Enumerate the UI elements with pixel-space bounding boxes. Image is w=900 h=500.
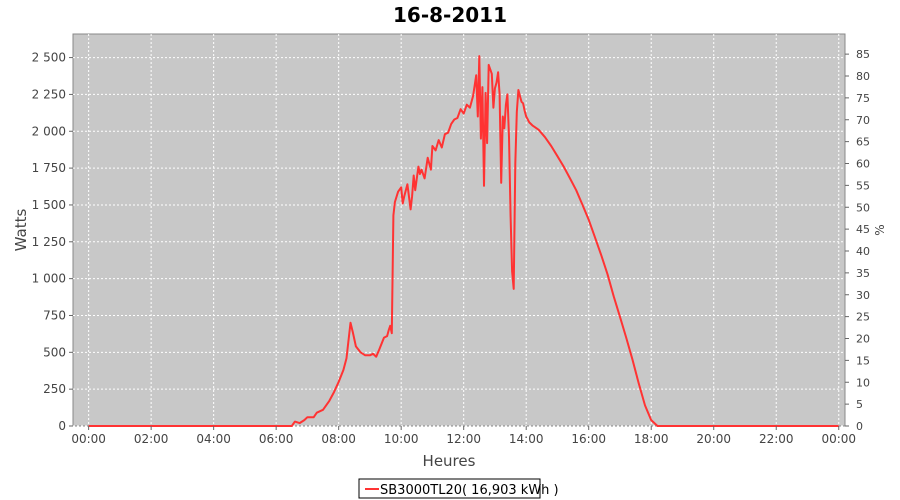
y-tick-label: 500 [43,345,66,359]
y2-tick-label: 35 [856,267,870,280]
x-tick-label: 06:00 [259,432,294,446]
y2-tick-label: 75 [856,92,870,105]
y2-axis-label: % [873,224,887,235]
y2-tick-label: 55 [856,179,870,192]
legend-label: SB3000TL20( 16,903 kWh ) [380,483,559,498]
series-line [88,55,839,427]
x-tick-label: 10:00 [384,432,419,446]
y2-tick-label: 60 [856,158,870,171]
axes: 00:00 02:00 04:00 06:00 08:00 10:00 12:00 14:00… [32,48,870,446]
y-tick-label: 250 [43,382,66,396]
x-tick-label: 18:00 [634,432,669,446]
chart-title: 16-8-2011 [393,3,507,27]
x-tick-label: 16:00 [571,432,606,446]
y2-tick-label: 85 [856,48,870,61]
y2-tick-label: 65 [856,136,870,149]
y-tick-label: 2 500 [32,51,66,65]
y-tick-label: 2 000 [32,124,66,138]
x-tick-label: 14:00 [509,432,544,446]
x-tick-label: 08:00 [321,432,356,446]
legend-box [358,478,541,499]
x-tick-label: 12:00 [446,432,481,446]
x-axis-label: Heures [423,452,476,470]
y2-tick-label: 45 [856,223,870,236]
y-tick-label: 0 [58,419,66,433]
y-tick-label: 1 500 [32,198,66,212]
x-tick-label: 00:00 [821,432,856,446]
y-tick-label: 750 [43,308,66,322]
y2-tick-label: 80 [856,70,870,83]
y2-tick-label: 10 [856,376,870,389]
y-tick-label: 1 250 [32,235,66,249]
x-tick-label: 00:00 [71,432,106,446]
y2-tick-label: 0 [856,420,863,433]
x-tick-label: 04:00 [196,432,231,446]
y-tick-label: 1 000 [32,272,66,286]
legend: SB3000TL20( 16,903 kWh ) [358,478,559,499]
x-tick-label: 20:00 [696,432,731,446]
y2-tick-label: 40 [856,245,870,258]
plot-area [72,33,846,427]
y2-tick-label: 15 [856,354,870,367]
grid [73,34,845,427]
y2-tick-label: 70 [856,114,870,127]
series-layer [88,55,839,427]
y2-tick-label: 25 [856,311,870,324]
y2-tick-label: 30 [856,289,870,302]
x-tick-label: 02:00 [134,432,169,446]
x-tick-label: 22:00 [759,432,794,446]
y-axis-label: Watts [12,209,30,252]
y-tick-label: 2 250 [32,87,66,101]
y2-tick-label: 20 [856,333,870,346]
y2-tick-label: 50 [856,201,870,214]
y2-tick-label: 5 [856,398,863,411]
y-tick-label: 1 750 [32,161,66,175]
